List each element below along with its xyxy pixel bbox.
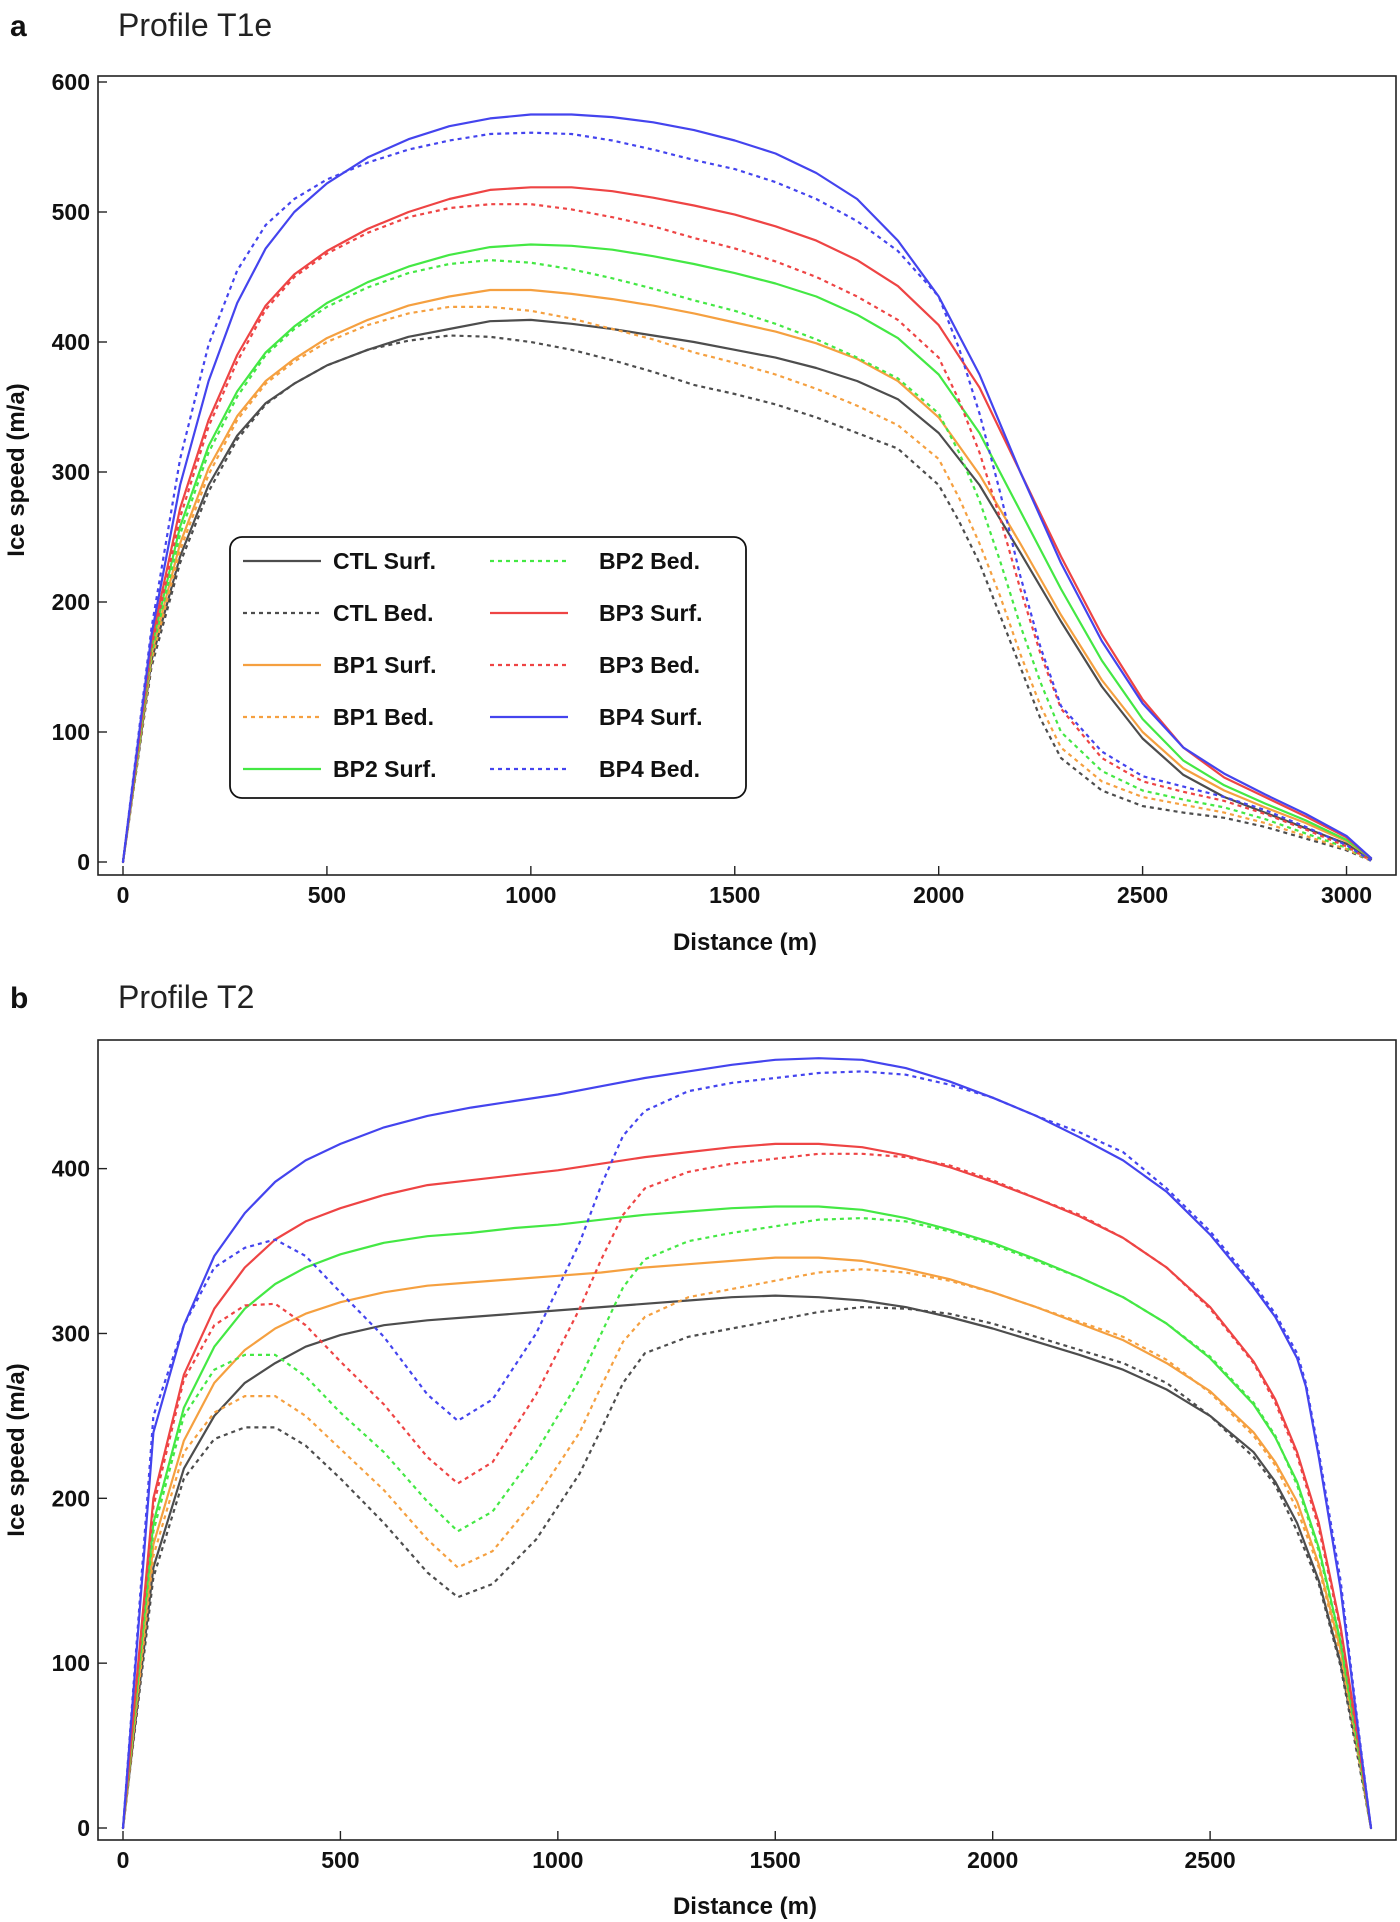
panel-b-series-bp1-surf bbox=[121, 1256, 1373, 1830]
panel-a-xtick-label: 500 bbox=[308, 882, 346, 908]
panel-a-series bbox=[121, 113, 1373, 864]
panel-b-ylabel: Ice speed (m/a) bbox=[3, 1363, 30, 1536]
panel-b-series-ctl-surf bbox=[121, 1294, 1373, 1830]
panel-b-xtick-label: 2500 bbox=[1185, 1847, 1236, 1873]
panel-a-ytick-label: 300 bbox=[52, 459, 90, 485]
panel-b-ytick-label: 300 bbox=[52, 1320, 90, 1346]
panel-b-xtick-label: 1500 bbox=[750, 1847, 801, 1873]
panel-a-ytick-label: 100 bbox=[52, 719, 90, 745]
legend-label-bp3-bed: BP3 Bed. bbox=[599, 652, 700, 678]
panel-a-series-bp1-bed bbox=[121, 305, 1372, 863]
panel-b-xtick-label: 500 bbox=[321, 1847, 359, 1873]
panel-a-series-bp2-bed bbox=[121, 259, 1372, 863]
panel-b: b Profile T2 Ice speed (m/a) Distance (m… bbox=[3, 979, 1397, 1920]
panel-a-xtick-label: 2000 bbox=[913, 882, 964, 908]
panel-b-title: Profile T2 bbox=[118, 979, 254, 1015]
panel-b-series-bp4-surf bbox=[121, 1057, 1373, 1830]
panel-b-series-bp3-surf bbox=[121, 1142, 1373, 1830]
panel-b-frame bbox=[97, 1039, 1397, 1841]
panel-a-xtick-label: 1000 bbox=[505, 882, 556, 908]
panel-a-xtick-label: 0 bbox=[117, 882, 130, 908]
panel-b-xlabel: Distance (m) bbox=[673, 1893, 817, 1920]
panel-b-series-bp2-surf bbox=[121, 1205, 1373, 1830]
panel-b-xtick-label: 2000 bbox=[967, 1847, 1018, 1873]
panel-a-letter: a bbox=[10, 10, 27, 43]
panel-a-series-bp1-surf bbox=[121, 288, 1373, 864]
legend-label-ctl-bed: CTL Bed. bbox=[333, 600, 434, 626]
panel-a-frame bbox=[97, 75, 1397, 876]
legend-frame bbox=[229, 536, 747, 799]
legend-label-bp3-surf: BP3 Surf. bbox=[599, 600, 703, 626]
panel-a-ticks: 0 500 1000 1500 2000 2500 3000 0 100 200 300 400 500… bbox=[52, 69, 1372, 908]
panel-a-ylabel: Ice speed (m/a) bbox=[3, 383, 30, 556]
panel-a-series-bp4-bed bbox=[121, 131, 1372, 863]
legend-label-ctl-surf: CTL Surf. bbox=[333, 548, 436, 574]
panel-b-xtick-label: 1000 bbox=[532, 1847, 583, 1873]
panel-b-series-bp1-bed bbox=[121, 1268, 1373, 1829]
panel-a-ytick-label: 0 bbox=[77, 849, 90, 875]
panel-a-ytick-label: 200 bbox=[52, 589, 90, 615]
panel-a-xtick-label: 1500 bbox=[709, 882, 760, 908]
legend-label-bp1-bed: BP1 Bed. bbox=[333, 704, 434, 730]
panel-a-series-ctl-bed bbox=[121, 334, 1372, 863]
panel-a-ytick-label: 400 bbox=[52, 329, 90, 355]
panel-b-xtick-label: 0 bbox=[117, 1847, 130, 1873]
panel-a-xtick-label: 3000 bbox=[1321, 882, 1372, 908]
legend: CTL Surf. CTL Bed. BP1 Surf. BP1 Bed. BP2 Su… bbox=[229, 536, 747, 799]
panel-a-title: Profile T1e bbox=[118, 7, 272, 43]
panel-b-ticks: 0 500 1000 1500 2000 2500 0 100 200 300 400 bbox=[52, 1156, 1236, 1873]
panel-b-letter: b bbox=[10, 982, 28, 1015]
legend-label-bp1-surf: BP1 Surf. bbox=[333, 652, 437, 678]
panel-a-ytick-label: 500 bbox=[52, 199, 90, 225]
panel-a-ytick-label: 600 bbox=[52, 69, 90, 95]
panel-a-series-bp4-surf bbox=[121, 113, 1373, 864]
legend-label-bp4-surf: BP4 Surf. bbox=[599, 704, 703, 730]
panel-a-series-bp3-bed bbox=[121, 203, 1372, 863]
panel-a-xlabel: Distance (m) bbox=[673, 929, 817, 956]
panel-b-ytick-label: 100 bbox=[52, 1650, 90, 1676]
legend-label-bp2-surf: BP2 Surf. bbox=[333, 756, 437, 782]
panel-b-ytick-label: 400 bbox=[52, 1156, 90, 1182]
panel-b-series-ctl-bed bbox=[121, 1305, 1373, 1829]
legend-label-bp2-bed: BP2 Bed. bbox=[599, 548, 700, 574]
panel-b-series-bp4-bed bbox=[121, 1070, 1373, 1829]
panel-a-series-bp3-surf bbox=[121, 186, 1373, 864]
panel-b-series-bp2-bed bbox=[121, 1216, 1373, 1829]
panel-b-series-bp3-bed bbox=[121, 1152, 1373, 1829]
panel-a-xtick-label: 2500 bbox=[1117, 882, 1168, 908]
legend-label-bp4-bed: BP4 Bed. bbox=[599, 756, 700, 782]
panel-b-series bbox=[121, 1057, 1373, 1830]
panel-b-ytick-label: 0 bbox=[77, 1815, 90, 1841]
panel-a: a Profile T1e Ice speed (m/a) Distance (… bbox=[3, 7, 1397, 956]
panel-b-ytick-label: 200 bbox=[52, 1485, 90, 1511]
panel-a-series-bp2-surf bbox=[121, 243, 1373, 864]
